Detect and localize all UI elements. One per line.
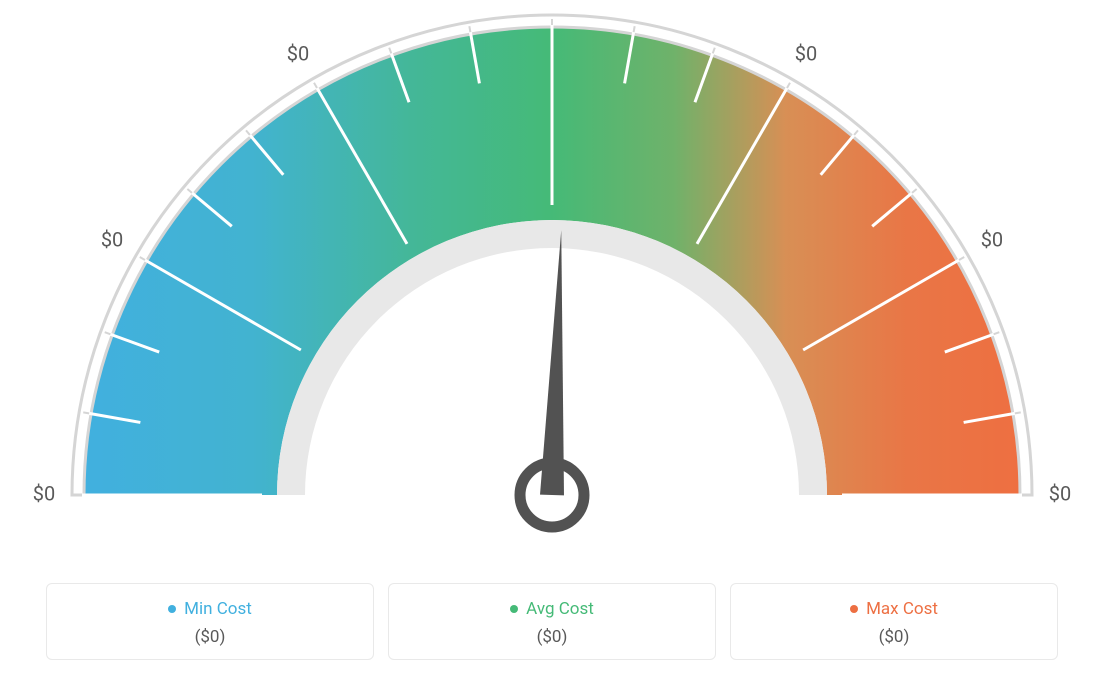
legend-value-avg: ($0) <box>389 627 715 647</box>
legend-value-max: ($0) <box>731 627 1057 647</box>
dot-icon <box>850 605 858 613</box>
legend-card-min: Min Cost ($0) <box>46 583 374 660</box>
gauge-chart: $0$0$0$0$0$0$0 <box>0 0 1104 560</box>
legend-label-min: Min Cost <box>168 599 252 619</box>
legend-label-max: Max Cost <box>850 599 938 619</box>
legend-value-min: ($0) <box>47 627 373 647</box>
gauge-tick-label: $0 <box>795 41 817 65</box>
legend-card-max: Max Cost ($0) <box>730 583 1058 660</box>
legend-row: Min Cost ($0) Avg Cost ($0) Max Cost ($0… <box>0 583 1104 660</box>
gauge-tick-label: $0 <box>33 481 55 505</box>
legend-label-avg: Avg Cost <box>510 599 594 619</box>
gauge-tick-label: $0 <box>981 227 1003 251</box>
legend-card-avg: Avg Cost ($0) <box>388 583 716 660</box>
legend-label-text: Min Cost <box>184 599 252 619</box>
dot-icon <box>168 605 176 613</box>
gauge-tick-label: $0 <box>287 41 309 65</box>
legend-label-text: Max Cost <box>866 599 938 619</box>
legend-label-text: Avg Cost <box>526 599 594 619</box>
gauge-tick-label: $0 <box>1049 481 1071 505</box>
gauge-needle <box>540 230 564 495</box>
gauge-tick-label: $0 <box>101 227 123 251</box>
dot-icon <box>510 605 518 613</box>
